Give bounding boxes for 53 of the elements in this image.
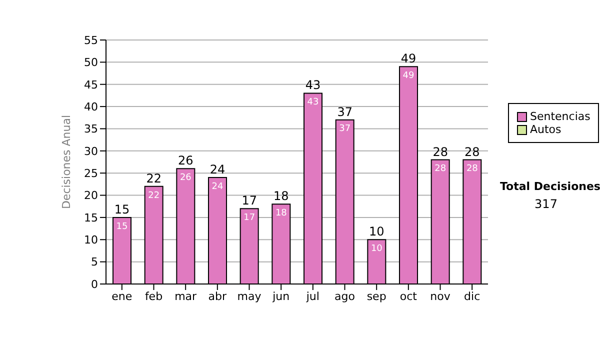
total-label: 15 [114,202,130,216]
data-label: 28 [466,164,478,174]
total-label: 22 [146,171,162,186]
legend-label: Sentencias [530,110,590,123]
data-label: 18 [275,208,288,219]
y-tick-label: 25 [84,166,98,180]
data-label: 49 [402,71,415,82]
x-tick-label: jul [305,290,320,303]
y-tick-label: 40 [84,100,98,114]
y-axis-title: Decisiones Anual [60,114,73,210]
total-label: 28 [432,144,448,159]
x-tick-label: ago [334,290,356,303]
x-tick-label: feb [144,290,163,303]
total-label: 10 [369,224,384,239]
text: Total Decisiones [500,180,600,193]
x-tick-label: jun [272,290,290,303]
data-label: 17 [244,212,256,223]
text: 317 [534,197,558,211]
y-tick-label: 35 [84,122,98,136]
total-label: 18 [274,189,289,204]
total-label: 43 [305,78,321,92]
data-label: 43 [307,98,319,108]
x-tick-label: may [237,290,262,303]
total-label: 17 [242,194,257,208]
total-label: 37 [337,104,352,119]
total-label: 49 [400,52,416,66]
y-tick-label: 55 [84,34,98,47]
data-label: 22 [148,190,160,201]
y-tick-label: 10 [84,234,98,247]
legend-label: Autos [530,123,562,136]
x-tick-label: oct [400,290,418,303]
data-label: 10 [370,244,383,254]
x-tick-label: nov [430,290,451,303]
y-tick-label: 5 [91,256,98,269]
y-tick-label: 50 [84,56,98,70]
x-tick-label: abr [208,290,228,303]
y-tick-label: 0 [91,278,98,291]
data-label: 24 [212,182,224,192]
data-label: 37 [339,124,351,134]
y-tick-label: 45 [84,78,98,92]
x-tick-label: ene [112,290,132,303]
y-tick-label: 20 [84,189,98,202]
y-tick-label: 30 [84,144,98,158]
x-tick-label: dic [464,290,480,303]
x-tick-label: sep [366,290,386,303]
data-label: 15 [116,222,128,232]
x-tick-label: mar [174,290,198,303]
total-label: 26 [178,154,194,168]
y-tick-label: 15 [84,211,98,224]
total-label: 28 [464,144,480,159]
total-label: 24 [210,162,226,177]
data-label: 28 [434,164,446,174]
data-label: 26 [180,173,192,184]
